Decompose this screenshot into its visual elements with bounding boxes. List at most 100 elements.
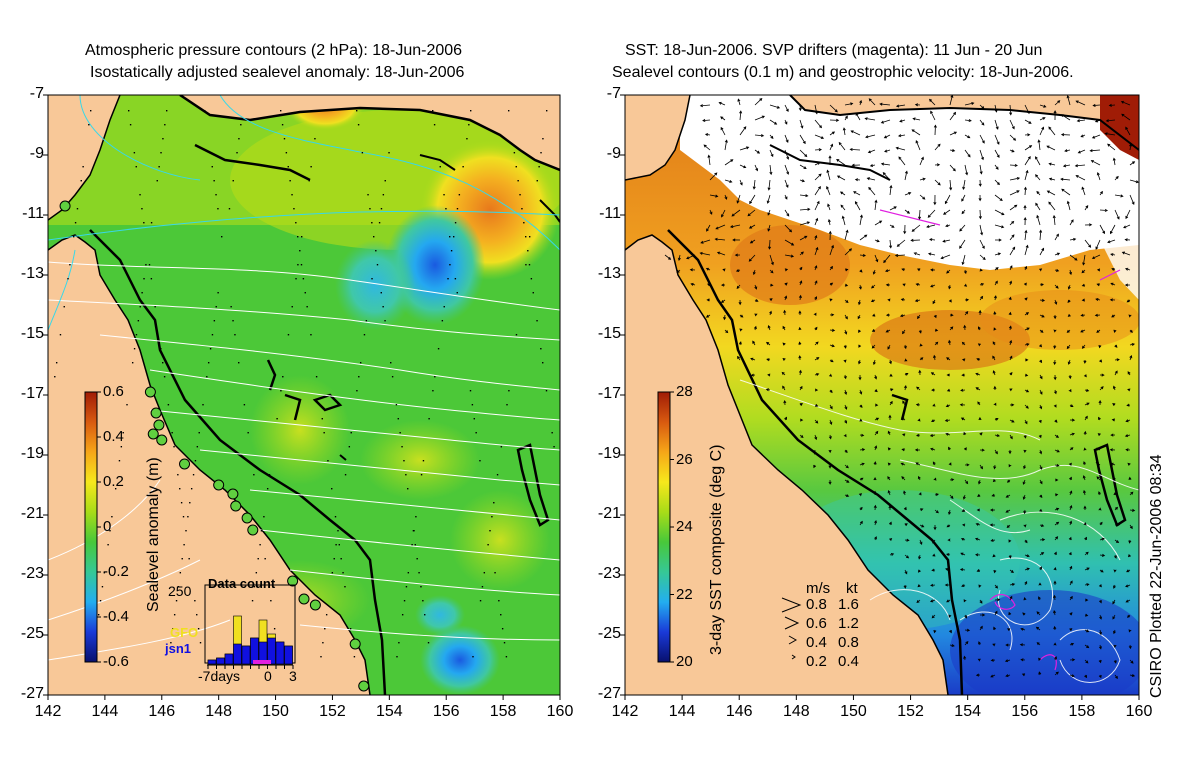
colorbar-tick: 0.2 <box>103 473 124 490</box>
lat-tick-label: -23 <box>597 565 621 582</box>
inset-xtick-zero: 0 <box>264 668 272 684</box>
lon-tick-label: 148 <box>205 703 232 720</box>
right-title-line1: SST: 18-Jun-2006. SVP drifters (magenta)… <box>625 42 1043 59</box>
left-colorbar-label: Sealevel anomaly (m) <box>145 457 162 612</box>
lon-tick-label: 160 <box>1125 703 1153 720</box>
velocity-legend-ms: 0.8 <box>806 596 827 613</box>
colorbar-tick: -0.6 <box>103 653 129 670</box>
right-map <box>625 95 1139 695</box>
tide-gauge-marker <box>298 593 310 605</box>
australia-land-right <box>625 235 948 695</box>
lat-tick-label: -11 <box>22 205 44 222</box>
tide-gauge-marker <box>150 407 162 419</box>
lat-tick-label: -19 <box>20 445 44 462</box>
left-title-line1: Atmospheric pressure contours (2 hPa): 1… <box>85 42 463 59</box>
jsn1-bar <box>224 653 234 665</box>
inset-y-tick: 250 <box>168 583 192 599</box>
velocity-legend-kt: 1.2 <box>838 615 859 632</box>
lon-tick-label: 158 <box>489 703 517 720</box>
velocity-legend-kt: 0.8 <box>838 634 859 651</box>
left-map <box>48 95 560 695</box>
colorbar-tick: 28 <box>676 383 693 400</box>
lon-tick-label: 142 <box>611 703 639 720</box>
inset-series-jsn1: jsn1 <box>165 641 192 656</box>
jsn1-bar <box>275 641 285 665</box>
lat-tick-label: -19 <box>597 445 621 462</box>
lat-tick-label: -11 <box>599 205 621 222</box>
lon-tick-label: 150 <box>262 703 289 720</box>
lon-tick-label: 146 <box>725 703 753 720</box>
lat-tick-label: -27 <box>20 685 44 702</box>
lon-tick-label: 154 <box>954 703 981 720</box>
lon-tick-label: 160 <box>546 703 574 720</box>
jsn1-bar <box>207 659 217 665</box>
lat-tick-label: -25 <box>597 625 621 642</box>
lat-tick-label: -23 <box>20 565 44 582</box>
colorbar-tick: 0.4 <box>103 428 124 445</box>
velocity-header-kt: kt <box>846 580 858 597</box>
lon-tick-label: 156 <box>1011 703 1039 720</box>
credit-text: CSIRO Plotted 22-Jun-2006 08:34 <box>1148 454 1165 698</box>
lat-tick-label: -21 <box>20 505 44 522</box>
left-title-line2: Isostatically adjusted sealevel anomaly:… <box>90 64 465 81</box>
right-title-line2: Sealevel contours (0.1 m) and geostrophi… <box>612 64 1074 81</box>
tide-gauge-marker <box>309 599 321 611</box>
tide-gauge-marker <box>213 479 225 491</box>
inset-xtick-start: -7days <box>198 668 241 684</box>
lat-tick-label: -13 <box>20 265 44 282</box>
jsn1-bar <box>284 645 293 665</box>
right-colorbar <box>657 391 671 663</box>
lat-tick-label: -17 <box>597 385 621 402</box>
colorbar-tick: -0.4 <box>103 608 129 625</box>
colorbar-tick: 20 <box>676 653 693 670</box>
velocity-legend-arrows <box>781 597 802 660</box>
jsn1-bar <box>241 645 251 665</box>
lon-tick-label: 144 <box>91 703 119 720</box>
lat-tick-label: -9 <box>29 145 44 162</box>
velocity-legend-ms: 0.4 <box>806 634 827 651</box>
lat-tick-label: -17 <box>20 385 44 402</box>
colorbar-tick: 0 <box>103 518 112 535</box>
colorbar-tick: 26 <box>676 450 693 468</box>
tide-gauge-marker <box>144 386 156 398</box>
colorbar-tick: 0.6 <box>103 383 124 400</box>
lat-tick-label: -9 <box>606 145 621 162</box>
lat-tick-label: -25 <box>20 625 44 642</box>
lat-tick-label: -21 <box>597 505 621 522</box>
lat-tick-label: -15 <box>597 325 621 342</box>
jsn1-bar <box>233 643 242 665</box>
tide-gauge-marker <box>156 434 168 446</box>
lon-tick-label: 150 <box>840 703 867 720</box>
lat-tick-label: -15 <box>20 325 44 342</box>
tide-gauge-marker <box>153 419 165 431</box>
lat-tick-label: -13 <box>597 265 621 282</box>
tide-gauge-marker <box>147 428 159 440</box>
lon-tick-label: 156 <box>432 703 460 720</box>
inset-series-gfo: GFO <box>170 625 199 640</box>
tide-gauge-marker <box>287 575 299 587</box>
colorbar-tick: 24 <box>676 518 693 535</box>
jsn1-bar <box>216 657 225 665</box>
tide-gauge-marker <box>247 524 259 536</box>
jsn1-bar <box>267 637 276 665</box>
velocity-header-ms: m/s <box>806 580 831 597</box>
velocity-legend-kt: 0.4 <box>838 653 859 670</box>
tide-gauge-marker <box>241 512 253 524</box>
lon-tick-label: 142 <box>34 703 62 720</box>
lat-tick-label: -7 <box>29 85 44 102</box>
tide-gauge-marker <box>230 500 242 512</box>
inset-xtick-end: 3 <box>289 668 297 684</box>
right-colorbar-label: 3-day SST composite (deg C) <box>708 444 725 655</box>
velocity-legend-kt: 1.6 <box>838 596 859 613</box>
tide-gauge-marker <box>59 200 71 212</box>
data-count-inset <box>204 584 296 669</box>
lon-tick-label: 148 <box>782 703 810 720</box>
lon-tick-label: 146 <box>148 703 176 720</box>
tide-gauge-marker <box>227 488 239 500</box>
velocity-legend-ms: 0.2 <box>806 653 827 670</box>
colorbar-tick: 22 <box>676 585 693 603</box>
lon-tick-label: 154 <box>375 703 403 720</box>
left-colorbar <box>84 391 98 663</box>
lon-tick-label: 152 <box>319 703 346 720</box>
